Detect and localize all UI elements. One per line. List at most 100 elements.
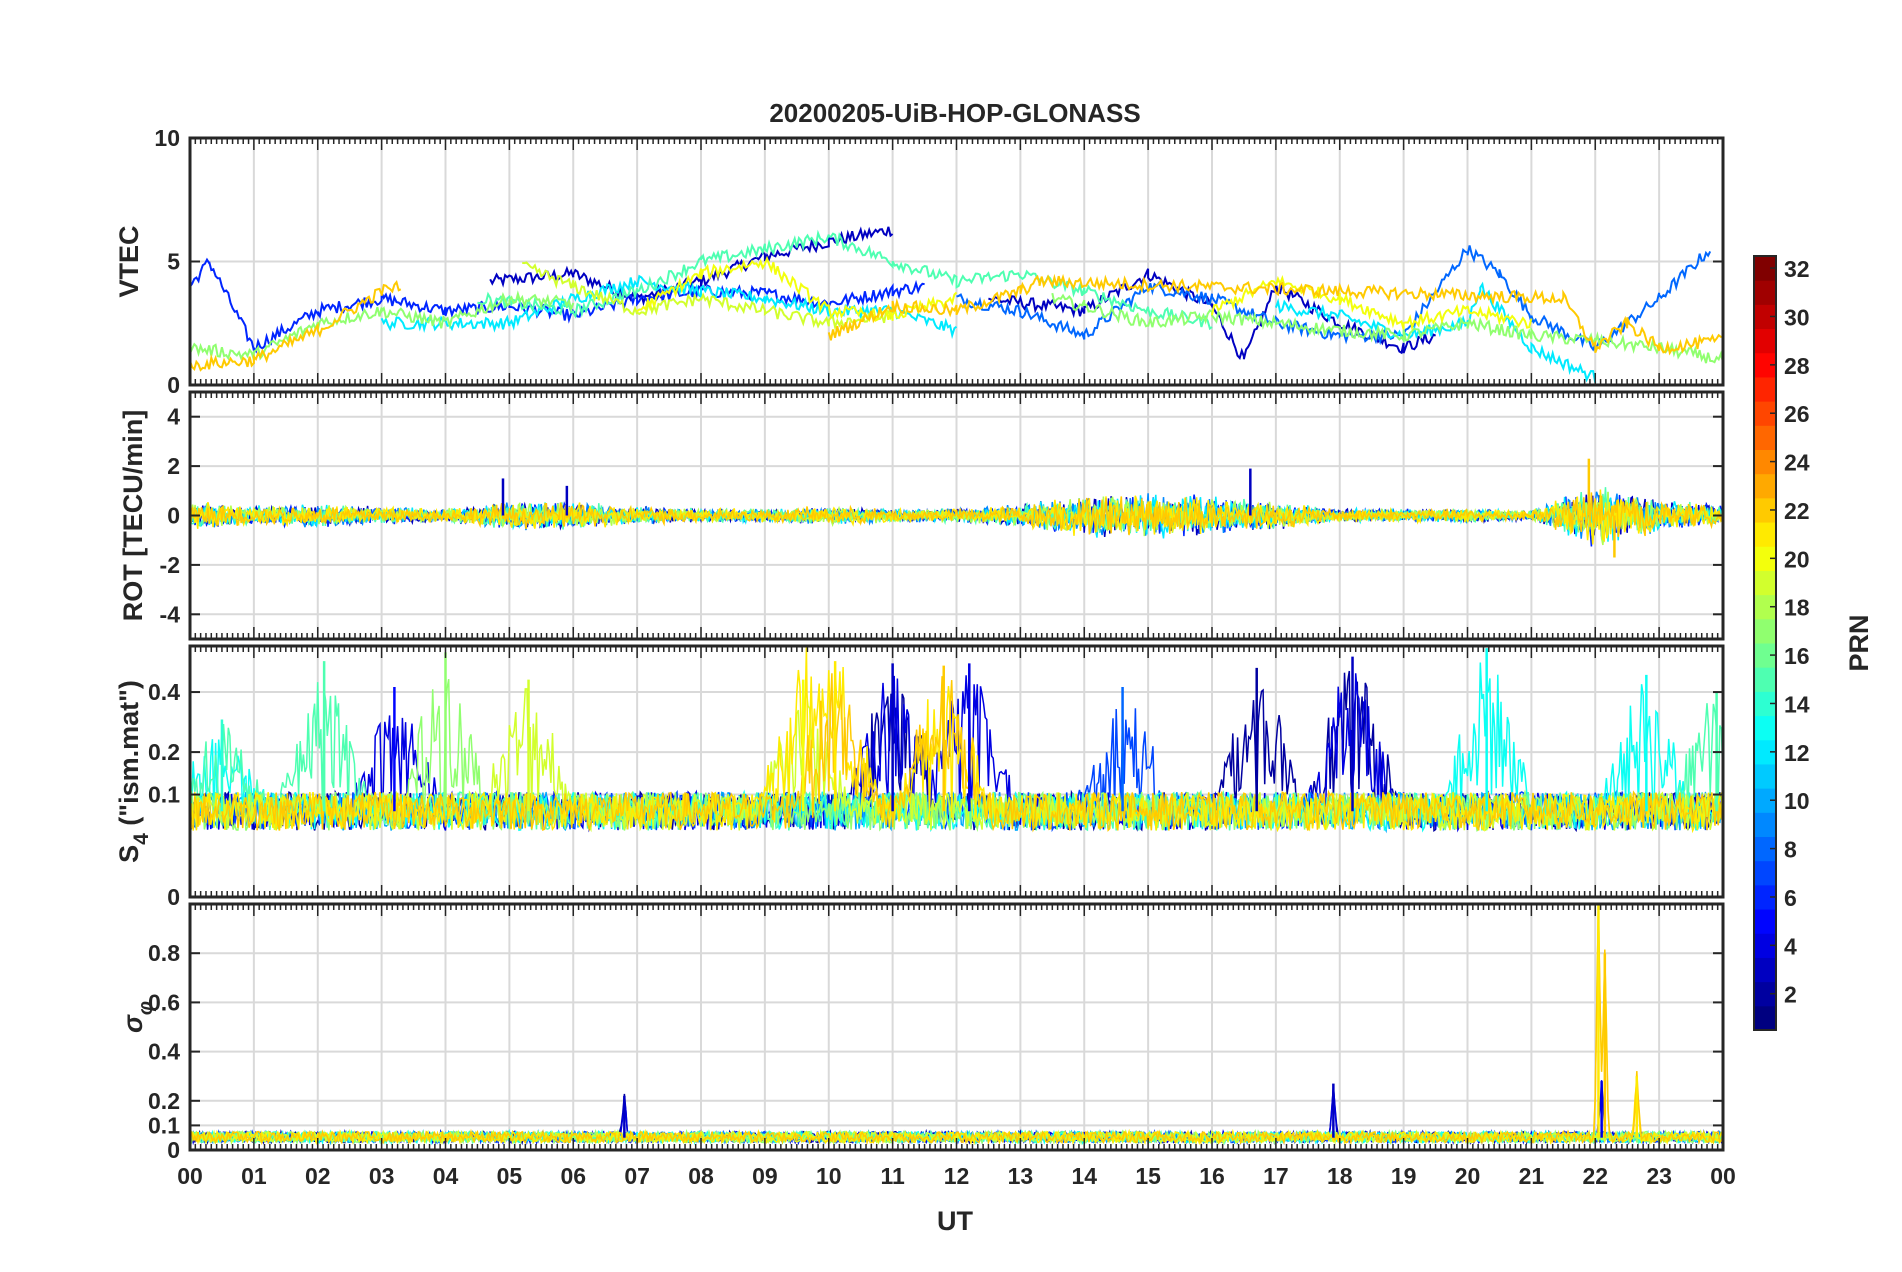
vtec-series-line (380, 274, 958, 340)
y-tick-label: 0.2 (148, 739, 180, 765)
colorbar-segment (1754, 933, 1776, 958)
vtec-series-line (1274, 281, 1597, 383)
colorbar-tick-label: 4 (1784, 933, 1797, 959)
colorbar-tick-label: 20 (1784, 546, 1810, 572)
s4-series-line (190, 682, 1723, 832)
vtec-series-line (1211, 275, 1533, 332)
y-tick-label: 0.1 (148, 1112, 180, 1138)
vtec-series-line (190, 257, 925, 354)
y-axis-label: ROT [TECU/min] (118, 410, 148, 621)
y-tick-label: 0.4 (148, 679, 180, 705)
x-tick-label: 12 (944, 1163, 970, 1189)
colorbar-segment (1754, 449, 1776, 475)
x-tick-label: 10 (816, 1163, 842, 1189)
colorbar-segment (1754, 812, 1776, 837)
colorbar-segment (1754, 280, 1776, 305)
panel-sigma_phi: 00.10.2 0.4 0.6 0.8 σφ (118, 902, 1725, 1163)
colorbar-segment (1754, 667, 1776, 692)
y-axis-label: VTEC (114, 225, 144, 297)
colorbar-segment (1754, 546, 1776, 571)
y-tick-label: 0.4 (148, 1039, 180, 1065)
colorbar-segment (1754, 643, 1776, 668)
y-tick-label: -4 (160, 601, 181, 627)
x-tick-label: 04 (433, 1163, 459, 1189)
colorbar-segment (1754, 884, 1776, 910)
y-tick-label: 0 (167, 372, 180, 398)
vtec-series-line (827, 273, 1723, 356)
x-tick-label: 20 (1455, 1163, 1481, 1189)
vtec-series-line (190, 279, 402, 372)
x-axis-label: UT (937, 1206, 973, 1236)
x-tick-label: 05 (497, 1163, 523, 1189)
colorbar-segment (1754, 401, 1776, 426)
x-tick-label: 17 (1263, 1163, 1289, 1189)
colorbar-tick-label: 10 (1784, 788, 1810, 814)
x-tick-label: 02 (305, 1163, 331, 1189)
y-tick-label: 0 (167, 1137, 180, 1163)
colorbar-tick-label: 16 (1784, 643, 1810, 669)
colorbar-segment (1754, 860, 1776, 886)
colorbar-segment (1754, 497, 1776, 523)
y-tick-label: 0.6 (148, 989, 180, 1015)
panel-rot: -4 -2 0 2 4 ROT [TECU/min] (118, 390, 1725, 641)
x-tick-label: 08 (688, 1163, 714, 1189)
vtec-series-line (636, 255, 958, 323)
colorbar-frame (1753, 255, 1777, 1031)
colorbar-segment (1754, 352, 1776, 378)
x-tick-label: 18 (1327, 1163, 1353, 1189)
colorbar-tick-label: 18 (1784, 595, 1810, 621)
x-tick-label: 03 (369, 1163, 395, 1189)
colorbar-segment (1754, 715, 1776, 741)
series-group (190, 646, 1723, 834)
colorbar-segment (1754, 304, 1776, 330)
colorbar-tick-label: 28 (1784, 353, 1810, 379)
y-tick-label: 2 (167, 453, 180, 479)
colorbar-segment (1754, 594, 1776, 620)
colorbar-segment (1754, 256, 1776, 281)
x-tick-label: 15 (1135, 1163, 1161, 1189)
colorbar-tick-label: 22 (1784, 498, 1810, 524)
x-tick-label: 19 (1391, 1163, 1417, 1189)
x-tick-label: 23 (1646, 1163, 1672, 1189)
colorbar-segment (1754, 618, 1776, 644)
x-tick-label: 14 (1071, 1163, 1097, 1189)
colorbar-tick-label: 12 (1784, 740, 1810, 766)
y-tick-label: -2 (160, 552, 180, 578)
colorbar-segment (1754, 909, 1776, 934)
y-axis-label: S4 ("ism.mat") (114, 680, 153, 863)
s4-series-line (190, 668, 1723, 833)
vtec-series-line (477, 229, 1213, 331)
y-tick-label: 5 (167, 249, 180, 275)
colorbar-tick-label: 14 (1784, 691, 1810, 717)
colorbar-segment (1754, 328, 1776, 354)
colorbar-segment (1754, 957, 1776, 983)
colorbar-label: PRN (1844, 614, 1874, 671)
y-tick-label: 0 (167, 503, 180, 529)
x-tick-label: 13 (1008, 1163, 1034, 1189)
panel-s4: 0 0.1 0.2 0.4S4 ("ism.mat") (114, 644, 1725, 910)
colorbar-segment (1754, 788, 1776, 813)
x-tick-label: 01 (241, 1163, 267, 1189)
series-group (190, 458, 1723, 558)
chart-title: 20200205-UiB-HOP-GLONASS (769, 98, 1140, 128)
colorbar-segment (1754, 691, 1776, 717)
x-tick-label: 22 (1582, 1163, 1608, 1189)
x-tick-label: 21 (1519, 1163, 1545, 1189)
x-tick-label: 00 (1710, 1163, 1736, 1189)
x-tick-label: 00 (177, 1163, 203, 1189)
x-tick-label: 09 (752, 1163, 778, 1189)
colorbar-segment (1754, 763, 1776, 789)
x-tick-label: 06 (560, 1163, 586, 1189)
y-tick-label: 0 (167, 884, 180, 910)
x-tick-label: 16 (1199, 1163, 1225, 1189)
x-tick-label: 11 (880, 1163, 905, 1189)
vtec-series-line (522, 261, 894, 331)
y-tick-label: 4 (167, 404, 180, 430)
x-tick-label: 07 (624, 1163, 650, 1189)
y-axis-label: σφ (118, 1001, 157, 1033)
colorbar-segment (1754, 473, 1776, 499)
x-tick-labels: 00 01 02 03 04 05 06 07 08 09 10 11 12 13 14 15 16 17 18 19… (177, 1163, 1736, 1189)
colorbar-segment (1754, 425, 1776, 450)
colorbar-segment (1754, 739, 1776, 765)
